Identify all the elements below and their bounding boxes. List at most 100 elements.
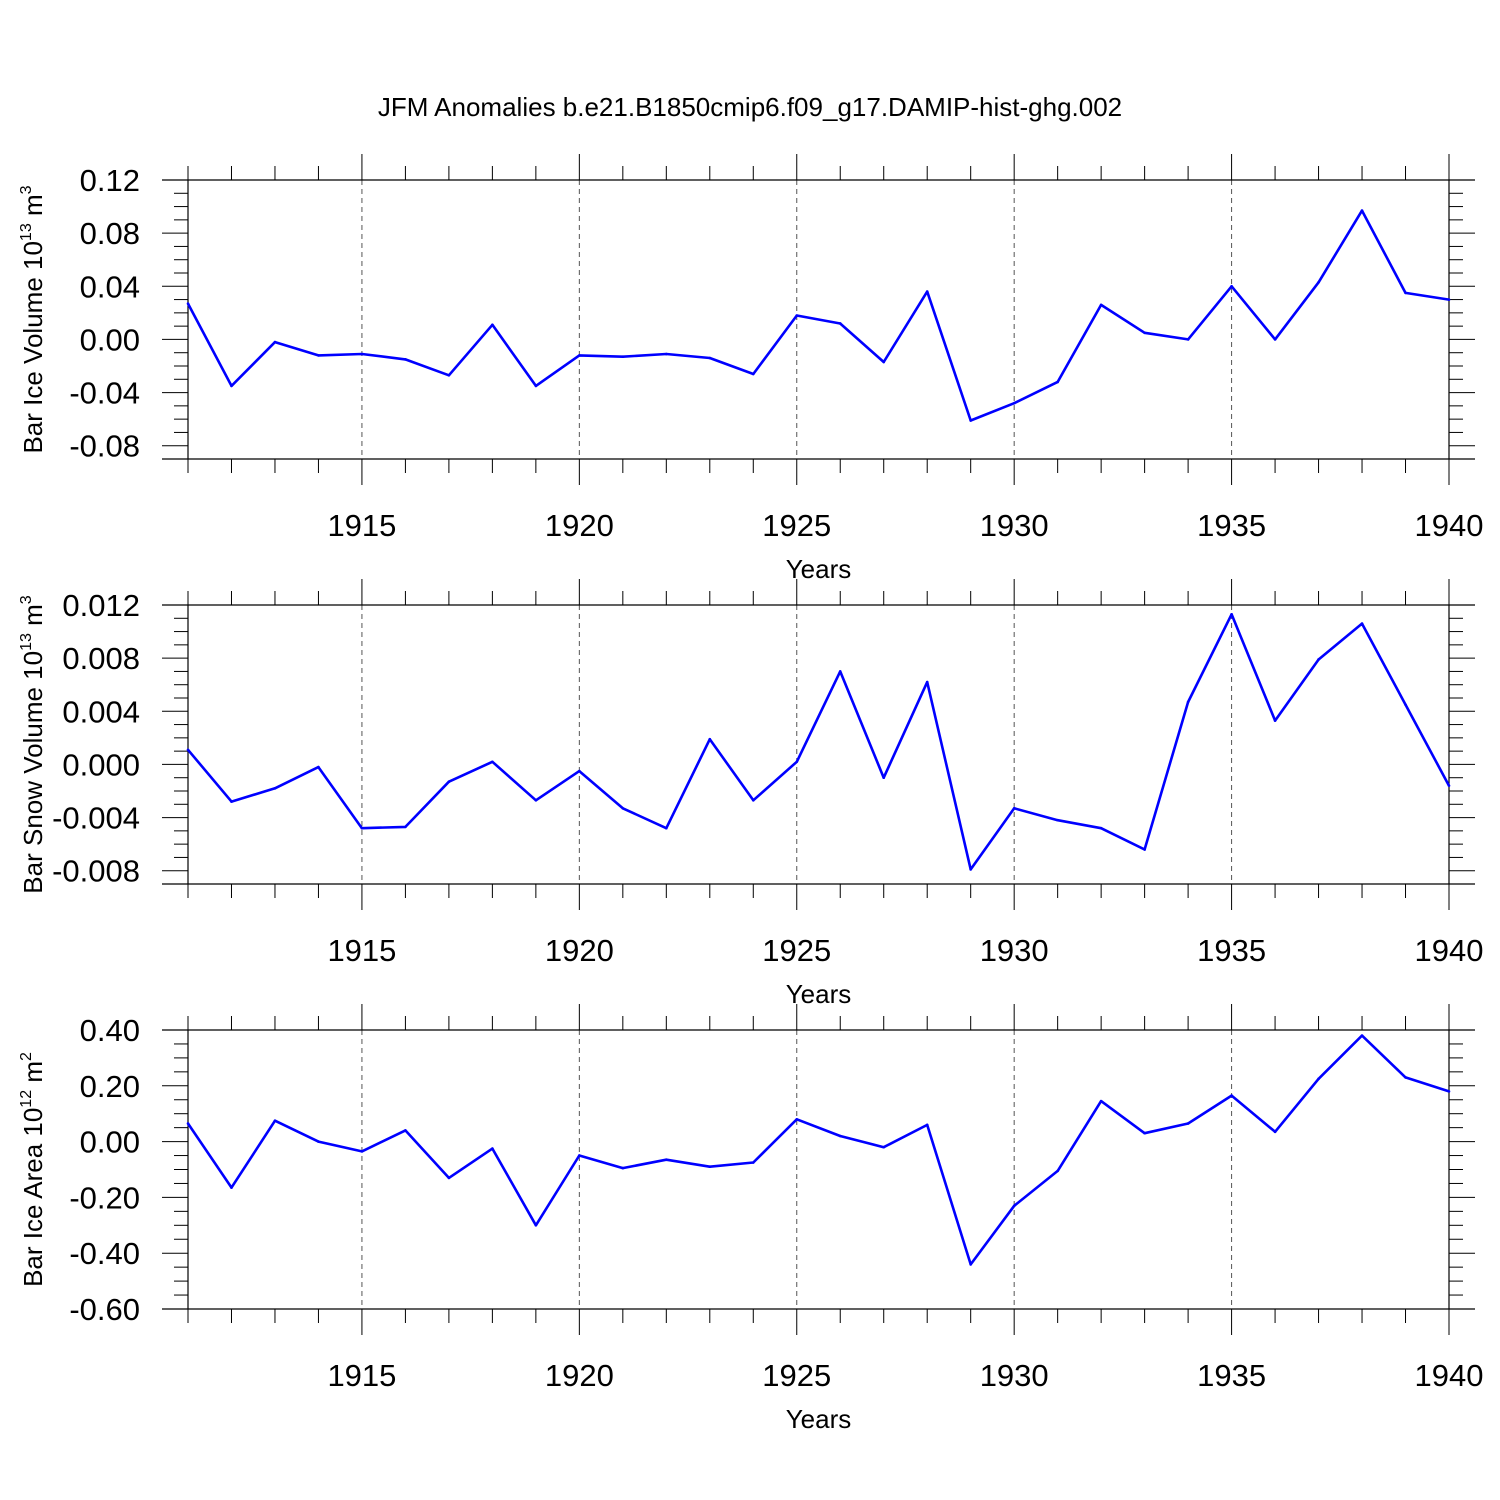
data-point — [317, 354, 320, 357]
data-point — [1012, 1204, 1016, 1208]
data-point — [1143, 1131, 1146, 1135]
x-axis-label: Years — [786, 979, 852, 1009]
data-point — [665, 1158, 668, 1162]
y-axis-label-part: 13 — [18, 223, 35, 241]
data-point — [404, 358, 407, 361]
data-point — [969, 419, 972, 422]
x-tick-label: 1930 — [980, 508, 1049, 543]
data-point — [838, 322, 842, 325]
x-tick-label: 1935 — [1197, 1358, 1266, 1393]
data-point — [882, 360, 886, 364]
y-tick-label: 0.00 — [80, 322, 140, 357]
data-point — [751, 372, 755, 376]
data-point — [708, 1165, 712, 1169]
data-point — [665, 826, 668, 830]
series-line — [187, 612, 1451, 871]
data-point — [1404, 1076, 1407, 1079]
series-line — [186, 1034, 1450, 1266]
data-point — [1230, 613, 1233, 616]
data-point — [1317, 1077, 1320, 1081]
y-tick-label: 0.012 — [62, 588, 140, 623]
data-point — [708, 356, 712, 360]
x-tick-label: 1930 — [980, 1358, 1049, 1393]
data-point — [447, 780, 451, 783]
data-point — [534, 1224, 538, 1227]
y-tick-label: 0.008 — [62, 641, 140, 676]
data-point — [317, 1140, 320, 1143]
x-tick-label: 1930 — [980, 933, 1049, 968]
data-point — [621, 806, 625, 810]
data-point — [751, 799, 755, 802]
y-tick-label: -0.04 — [69, 376, 140, 411]
x-tick-label: 1925 — [762, 933, 831, 968]
x-tick-label: 1940 — [1415, 1358, 1484, 1393]
data-point — [317, 765, 320, 769]
data-point — [534, 384, 538, 388]
data-point — [1143, 331, 1146, 335]
data-point — [1317, 281, 1320, 284]
y-tick-label: -0.40 — [69, 1236, 140, 1271]
data-point — [1404, 703, 1407, 706]
x-tick-label: 1925 — [762, 1358, 831, 1393]
data-point — [186, 302, 190, 305]
y-tick-label: 0.20 — [80, 1069, 140, 1104]
x-tick-label: 1940 — [1415, 508, 1484, 543]
data-point — [1360, 622, 1364, 625]
data-point — [447, 1176, 451, 1180]
data-point — [186, 1122, 190, 1125]
data-point — [1056, 1169, 1059, 1173]
data-point — [1012, 401, 1016, 405]
data-point — [925, 680, 929, 684]
x-tick-label: 1920 — [545, 1358, 614, 1393]
data-point — [1186, 700, 1190, 704]
data-point — [404, 825, 407, 829]
x-axis-label: Years — [786, 554, 852, 584]
y-axis-label: Bar Snow Volume 1013 m3 — [18, 595, 48, 894]
data-point — [1186, 338, 1190, 341]
data-point — [273, 787, 277, 790]
y-axis-label-part: 3 — [18, 185, 35, 194]
y-axis-label-part: Bar Ice Volume 10 — [18, 241, 48, 453]
y-axis-label-part: m — [18, 194, 48, 223]
x-tick-label: 1920 — [545, 508, 614, 543]
y-axis-label-part: 2 — [18, 1052, 35, 1061]
y-tick-label: -0.08 — [69, 429, 140, 464]
data-point — [708, 737, 712, 741]
data-point — [230, 384, 233, 388]
data-point — [1447, 298, 1451, 301]
data-point — [795, 1117, 799, 1121]
panel-3: -0.60 -0.40 -0.20 0.00 0.20 0.40 1915 1920 1925 1… — [18, 1004, 1483, 1434]
x-tick-label: 1925 — [762, 508, 831, 543]
data-point — [838, 1134, 842, 1138]
data-point — [360, 1150, 364, 1153]
data-point — [1273, 719, 1277, 722]
data-point — [621, 355, 625, 359]
data-point — [1317, 658, 1320, 661]
data-point — [230, 800, 233, 803]
y-tick-label: 0.00 — [80, 1125, 140, 1160]
chart-title: JFM Anomalies b.e21.B1850cmip6.f09_g17.D… — [378, 92, 1122, 122]
data-point — [1273, 1130, 1277, 1134]
y-axis-label: Bar Ice Area 1012 m2 — [18, 1052, 48, 1287]
panel-2: -0.008 -0.004 0.000 0.004 0.008 0.012 1915 1920… — [18, 579, 1483, 1009]
data-point — [795, 760, 799, 764]
data-point — [1447, 1090, 1451, 1093]
data-point — [1404, 291, 1407, 295]
y-axis-label-part: m — [18, 604, 48, 633]
data-point — [1056, 818, 1059, 822]
data-point — [1056, 380, 1059, 384]
data-point — [1099, 1099, 1103, 1103]
data-point — [1230, 1094, 1233, 1097]
y-tick-label: 0.04 — [80, 269, 140, 304]
y-axis-label-part: 3 — [18, 595, 35, 604]
data-point — [273, 340, 277, 344]
data-point — [1447, 784, 1451, 787]
data-point — [491, 1147, 494, 1150]
data-point — [621, 1166, 625, 1170]
data-point — [578, 769, 581, 773]
panels: -0.08 -0.04 0.00 0.04 0.08 0.12 1915 1920 1925 19… — [18, 154, 1483, 1434]
data-point — [186, 748, 190, 752]
y-tick-label: -0.60 — [69, 1292, 140, 1327]
data-point — [882, 1145, 886, 1149]
data-point — [578, 354, 581, 357]
